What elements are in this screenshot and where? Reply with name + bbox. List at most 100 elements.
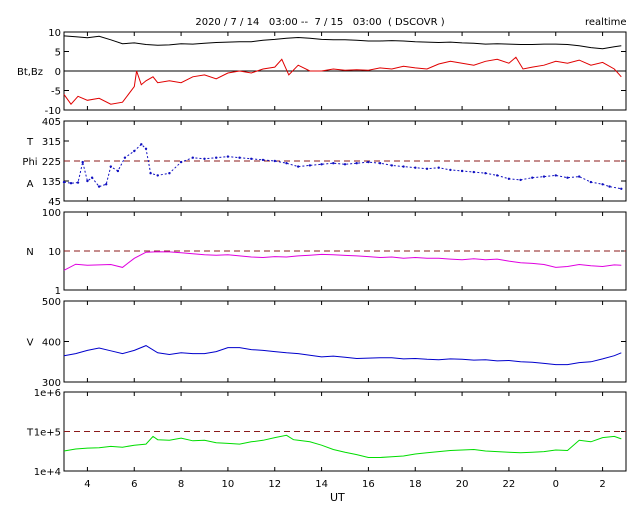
panel-2-data-point (297, 165, 300, 168)
panel-2-data-point (519, 178, 522, 182)
panel-4-ytick-label: 500 (42, 297, 61, 308)
panel-5-ytick-label: 1e+5 (34, 428, 61, 439)
panel-3-ytick-label: 100 (42, 208, 61, 219)
panel-4-frame (63, 300, 627, 383)
panel-2-data-point (589, 180, 593, 184)
panel-2-data-point (97, 185, 101, 188)
panel-2-data-point (343, 163, 347, 166)
panel-2-data-point (168, 172, 171, 175)
panel-2-data-point (226, 155, 230, 158)
panel-1-ytick-label: -5 (51, 87, 61, 98)
x-tick-label: 12 (268, 479, 281, 490)
panel-2-data-point (554, 174, 557, 177)
panel-2-data-point (191, 156, 194, 159)
x-tick-label: 6 (131, 479, 137, 490)
panel-2-data-point (123, 156, 127, 159)
panel-2-ytick-label: 405 (42, 117, 61, 128)
x-tick-label: 16 (362, 479, 375, 490)
panel-2-data-point (378, 162, 382, 165)
panel-4-ytick-label: 400 (42, 338, 61, 349)
x-tick-label: 10 (222, 479, 235, 490)
panel-2-data-point (460, 169, 464, 173)
panel-2-data-point (86, 179, 89, 183)
panel-2-data-point (449, 168, 452, 172)
panel-4-ylabel: V (27, 338, 34, 349)
panel-5-ytick-label: 1e+4 (34, 467, 61, 478)
x-tick-label: 8 (178, 479, 184, 490)
panel-2-ylabel: A (27, 179, 34, 190)
panel-2-data-point (601, 183, 604, 186)
chart-title: 2020 / 7 / 14 03:00 -- 7 / 15 03:00 ( DS… (195, 17, 445, 28)
panel-2-data-point (90, 176, 94, 179)
panel-2-ylabel: T (26, 137, 34, 148)
panel-2-data-point (507, 177, 511, 180)
panel-1-series-2-line (63, 56, 622, 106)
panel-2-ytick-label: 315 (42, 137, 61, 148)
panel-2-data-point (578, 175, 581, 178)
panel-2-data-point (109, 165, 113, 168)
x-tick-label: 4 (84, 479, 90, 490)
panel-2-data-point (105, 183, 108, 186)
panel-5-series-1-line (63, 434, 622, 458)
x-tick-label: 18 (409, 479, 422, 490)
panel-2-ytick-label: 135 (42, 177, 61, 188)
panel-2-data-point (496, 174, 499, 177)
panel-3-ytick-label: 1 (55, 286, 61, 297)
panel-2-data-point (484, 172, 487, 175)
panel-2-data-point (542, 175, 546, 178)
panel-2-data-point (144, 147, 148, 150)
panel-3-series-1-line (63, 251, 622, 271)
x-tick-label: 22 (503, 479, 516, 490)
panel-2-data-point (414, 166, 417, 169)
panel-2-data-point (69, 182, 73, 185)
panel-2-data-point (76, 181, 80, 184)
panel-2-data-point (261, 158, 265, 162)
panel-3-ylabel: N (26, 247, 33, 258)
panel-5-ytick-label: 1e+6 (34, 388, 61, 399)
panel-3-ytick-label: 10 (48, 247, 61, 258)
panel-1-ytick-label: 10 (48, 28, 61, 39)
panel-2-data-point (472, 170, 475, 174)
panel-2-data-point (215, 156, 218, 159)
panel-2-data-point (437, 166, 440, 169)
panel-2-data-point (179, 160, 183, 164)
panel-4-series-1-line (63, 345, 622, 366)
panel-2-data-point (608, 185, 611, 188)
panel-2-data-point (116, 169, 120, 173)
panel-1-series-1-line (63, 35, 622, 50)
panel-2-data-point (285, 162, 288, 165)
panel-1-ylabel: Bt,Bz (17, 67, 43, 78)
panel-2-data-point (156, 174, 159, 177)
panel-4-ytick-label: 300 (42, 378, 61, 389)
panel-2-ylabel: Phi (22, 157, 37, 168)
panel-2-data-point (308, 164, 312, 167)
panel-2-data-point (620, 187, 623, 190)
x-tick-label: 2 (599, 479, 605, 490)
panel-2-data-point (149, 172, 152, 175)
realtime-label: realtime (585, 17, 627, 28)
panel-2-data-point (531, 176, 534, 179)
panel-1-ytick-label: -10 (45, 106, 61, 117)
panel-2-data-point (140, 143, 143, 146)
panel-2-data-point (367, 160, 370, 164)
panel-5-ylabel: T (26, 428, 34, 439)
panel-1-ytick-label: 5 (55, 48, 61, 59)
panel-2-data-point (203, 157, 206, 160)
panel-2-data-point (402, 165, 405, 168)
x-axis-label: UT (330, 491, 345, 504)
panel-2-data-point (62, 180, 66, 184)
panel-2-series-1-line (63, 143, 622, 190)
panel-2-ytick-label: 45 (48, 197, 61, 208)
panel-2-data-point (566, 176, 569, 179)
panel-2-data-point (250, 157, 253, 160)
panel-2-data-point (81, 160, 84, 164)
panel-2-data-point (273, 159, 276, 163)
panel-2-data-point (332, 162, 335, 165)
panel-2-data-point (355, 162, 358, 165)
panel-2-data-point (425, 167, 429, 170)
panel-2-data-point (133, 149, 136, 153)
x-tick-label: 0 (553, 479, 559, 490)
panel-1-ytick-label: 0 (55, 67, 61, 78)
panel-2-data-point (320, 163, 323, 166)
